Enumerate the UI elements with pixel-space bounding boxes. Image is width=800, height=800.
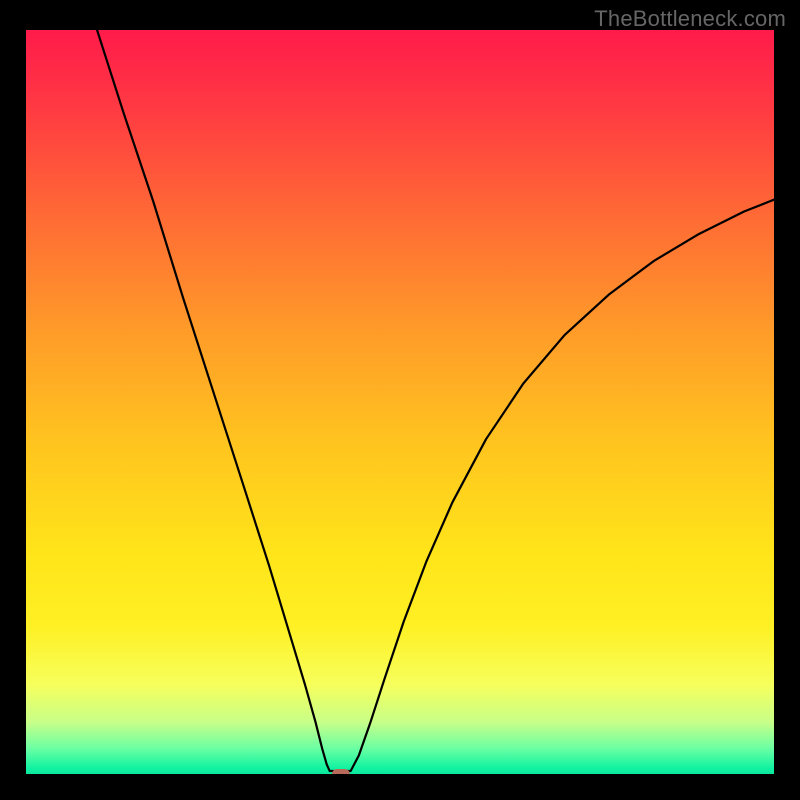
watermark-text: TheBottleneck.com bbox=[594, 6, 786, 32]
chart-frame: TheBottleneck.com bbox=[0, 0, 800, 800]
optimal-marker bbox=[332, 769, 350, 774]
chart-svg bbox=[26, 30, 774, 774]
chart-background bbox=[26, 30, 774, 774]
